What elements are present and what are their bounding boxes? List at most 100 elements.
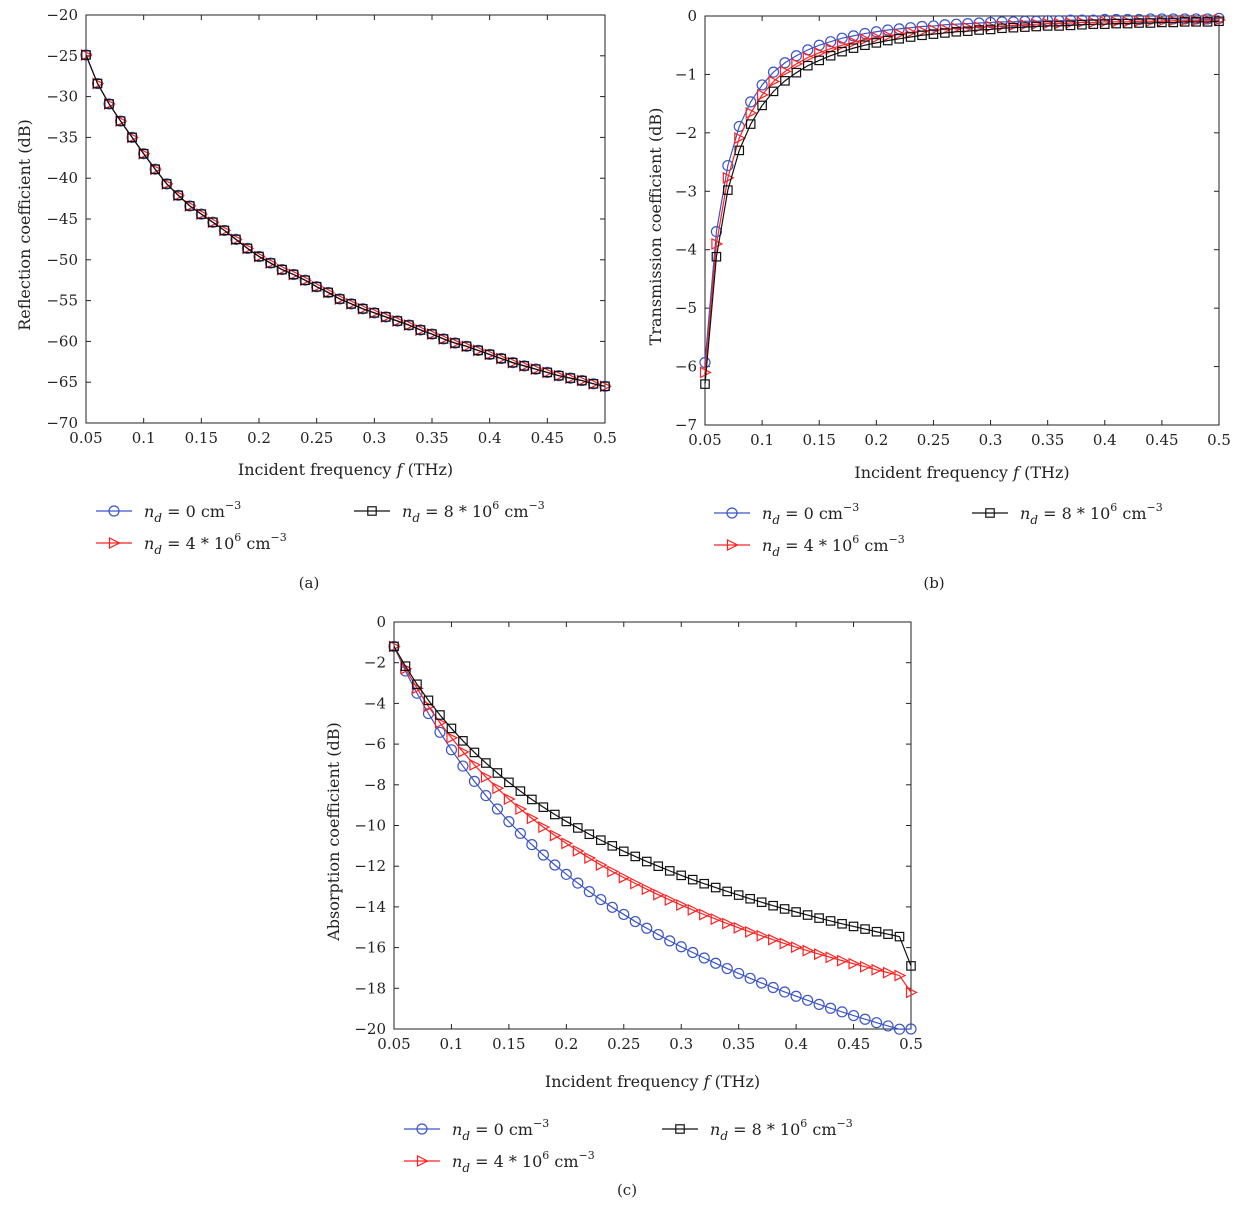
data-point-nd4 (607, 865, 620, 878)
data-point-nd8 (492, 768, 503, 778)
data-point-nd4 (630, 877, 643, 890)
data-point-nd8 (641, 856, 652, 867)
x-tick-label: 0.2 (864, 431, 888, 449)
data-point-nd8 (473, 345, 483, 356)
data-point-nd8 (1191, 17, 1201, 27)
data-point-nd8 (630, 851, 641, 862)
data-point-nd8 (676, 870, 687, 881)
y-tick-label: −35 (46, 128, 78, 146)
series-nd8 (389, 641, 916, 971)
legend-entry-nd8: nd = 8 * 106 cm−3 (972, 501, 1163, 527)
legend-entry-nd0: nd = 0 cm−3 (404, 1117, 549, 1143)
x-tick-label: 0.15 (185, 429, 218, 447)
data-point-nd8 (565, 373, 576, 383)
x-tick-label: 0.4 (1093, 431, 1117, 449)
x-tick-label: 0.1 (440, 1035, 464, 1053)
data-point-nd8 (138, 148, 149, 159)
data-point-nd4 (802, 944, 815, 957)
data-point-nd8 (664, 866, 675, 876)
data-point-nd0 (722, 159, 734, 172)
x-tick-label: 0.05 (688, 431, 721, 449)
data-point-nd4 (549, 829, 562, 842)
legend-entry-nd0: nd = 0 cm−3 (96, 499, 241, 525)
data-point-nd0 (767, 66, 780, 78)
data-point-nd0 (870, 1017, 883, 1029)
data-point-nd8 (700, 379, 710, 389)
panel-caption: (a) (299, 574, 320, 592)
y-tick-label: 0 (376, 613, 386, 631)
data-point-nd4 (779, 937, 792, 950)
legend-entry-nd4: nd = 4 * 106 cm−3 (96, 531, 287, 557)
y-tick-label: −7 (675, 416, 697, 434)
data-point-nd0 (836, 1006, 848, 1018)
data-point-nd8 (894, 931, 905, 942)
data-point-nd8 (469, 747, 480, 758)
y-tick-label: −20 (354, 1020, 386, 1038)
legend-marker-nd4 (416, 1155, 429, 1167)
data-point-nd8 (723, 185, 733, 195)
data-point-nd4 (836, 954, 849, 967)
data-point-nd4 (871, 963, 884, 976)
data-point-nd8 (400, 661, 411, 671)
data-point-nd8 (802, 910, 813, 920)
data-point-nd0 (434, 726, 446, 738)
y-tick-label: −6 (675, 358, 697, 376)
data-point-nd8 (595, 835, 606, 845)
legend-label-nd0: nd = 0 cm−3 (144, 499, 241, 525)
x-tick-label: 0.3 (979, 431, 1003, 449)
data-point-nd8 (484, 349, 495, 360)
data-point-nd8 (219, 225, 230, 236)
data-point-nd8 (550, 809, 560, 820)
data-point-nd4 (791, 941, 803, 954)
data-point-nd8 (461, 341, 472, 352)
panel-c: 0.05 0.1 0.15 0.2 0.25 0.3 0.35 0.4 0.45 0.5 0 −2 −4… (324, 613, 923, 1199)
data-point-nd8 (860, 40, 870, 51)
series-line-nd4 (393, 646, 912, 993)
data-point-nd0 (629, 915, 641, 928)
data-point-nd4 (733, 921, 746, 934)
data-point-nd8 (871, 38, 882, 48)
data-point-nd4 (572, 844, 585, 857)
y-tick-label: −70 (46, 414, 78, 432)
data-point-nd8 (538, 802, 549, 812)
x-tick-label: 0.05 (69, 429, 102, 447)
legend-marker-nd0 (108, 505, 120, 517)
data-point-nd8 (985, 24, 996, 35)
y-tick-label: −12 (354, 857, 386, 875)
data-point-nd8 (745, 119, 756, 129)
data-point-nd8 (1008, 22, 1019, 33)
data-point-nd4 (699, 908, 712, 921)
data-point-nd8 (710, 882, 721, 893)
legend-marker-nd8 (675, 1124, 685, 1134)
data-point-nd8 (288, 269, 299, 280)
y-tick-label: −4 (364, 694, 386, 712)
data-point-nd0 (549, 859, 561, 871)
data-point-nd4 (848, 36, 861, 49)
legend-label-nd0: nd = 0 cm−3 (452, 1117, 549, 1143)
data-point-nd8 (1168, 17, 1179, 28)
data-point-nd8 (392, 316, 403, 326)
data-point-nd8 (825, 50, 836, 61)
data-point-nd0 (744, 972, 756, 984)
data-point-nd0 (756, 79, 768, 91)
data-point-nd8 (905, 32, 916, 42)
data-point-nd4 (469, 758, 482, 771)
data-point-nd8 (504, 777, 514, 788)
data-point-nd8 (450, 338, 460, 348)
data-point-nd8 (104, 99, 114, 109)
data-point-nd8 (1054, 21, 1064, 31)
data-point-nd8 (1065, 20, 1076, 31)
data-point-nd8 (928, 29, 939, 39)
data-point-nd8 (653, 861, 664, 871)
y-tick-label: −3 (675, 182, 697, 200)
y-tick-label: −65 (46, 373, 78, 391)
x-axis-label: Incident frequency f (THz) (238, 460, 453, 479)
data-point-nd8 (917, 30, 927, 41)
data-point-nd8 (358, 303, 368, 314)
data-point-nd8 (530, 364, 541, 374)
data-point-nd8 (1088, 19, 1099, 29)
data-point-nd8 (404, 320, 414, 330)
data-point-nd4 (722, 917, 735, 930)
data-point-nd8 (334, 294, 345, 304)
y-tick-label: −5 (675, 299, 697, 317)
